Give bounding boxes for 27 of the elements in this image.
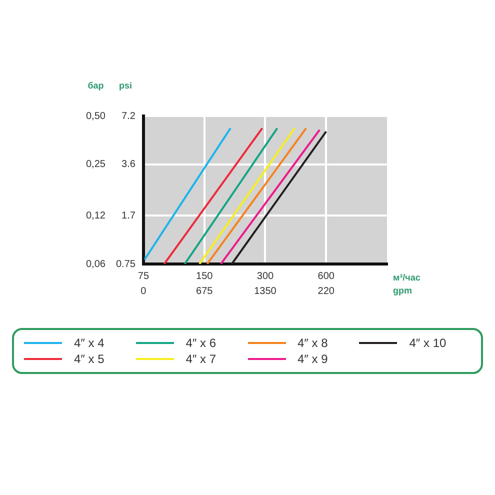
text: 0 <box>140 286 147 297</box>
legend-label: 4″ x 9 <box>298 352 328 366</box>
x2-axis-title: gpm <box>393 285 412 296</box>
text: 1350 <box>254 286 277 297</box>
legend-label: 4″ x 8 <box>298 336 328 350</box>
y-tick-label: 0,25 <box>86 159 106 170</box>
text: 675 <box>196 286 214 297</box>
legend-label: 4″ x 5 <box>74 352 104 366</box>
y-tick-label: 0,12 <box>86 210 106 222</box>
x-tick-label: 300 <box>256 270 274 282</box>
x-tick-label: 600 <box>318 270 335 282</box>
legend-label: 4″ x 6 <box>186 336 216 350</box>
x-tick-label: 75 <box>138 270 150 282</box>
x-tick-label: 150 <box>196 270 214 282</box>
y2-axis-title: psi <box>118 80 132 90</box>
legend-label: 4″ x 4 <box>74 336 104 350</box>
category-label: 1.7 <box>122 210 136 222</box>
y-tick-label: 0,06 <box>86 258 106 270</box>
text: 220 <box>318 286 335 297</box>
category-label: 3.6 <box>122 159 136 170</box>
category-label: 7.2 <box>122 110 136 122</box>
legend-label: 4″ x 10 <box>409 336 446 350</box>
y-axis-title: бар <box>88 80 104 90</box>
legend-label: 4″ x 7 <box>186 352 216 366</box>
y-tick-label: 0,50 <box>86 110 106 122</box>
x-axis-title: м³/час <box>393 272 420 282</box>
category-label: 0.75 <box>116 258 136 270</box>
